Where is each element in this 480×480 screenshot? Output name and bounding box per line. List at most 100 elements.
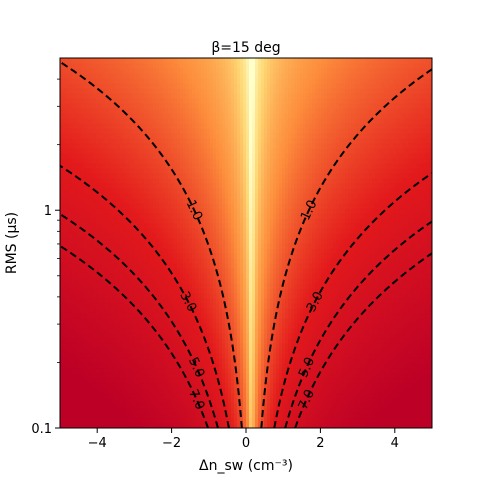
heatmap-cell <box>102 308 106 314</box>
heatmap-cell <box>315 288 319 294</box>
heatmap-cell <box>159 238 163 244</box>
heatmap-cell <box>285 273 289 279</box>
heatmap-cell <box>120 253 124 259</box>
heatmap-cell <box>171 363 175 369</box>
heatmap-cell <box>138 283 142 289</box>
heatmap-cell <box>291 293 295 299</box>
heatmap-cell <box>123 423 127 428</box>
heatmap-cell <box>117 413 121 419</box>
heatmap-cell <box>372 423 376 428</box>
heatmap-cell <box>336 378 340 384</box>
heatmap-cell <box>276 263 280 269</box>
heatmap-cell <box>390 398 394 404</box>
heatmap-cell <box>399 323 403 329</box>
heatmap-cell <box>219 348 223 354</box>
heatmap-cell <box>63 303 67 309</box>
heatmap-cell <box>357 288 361 294</box>
heatmap-cell <box>291 278 295 284</box>
heatmap-cell <box>294 313 298 319</box>
heatmap-cell <box>342 418 346 424</box>
heatmap-cell <box>363 298 367 304</box>
heatmap-cell <box>408 373 412 379</box>
heatmap-cell <box>231 393 235 399</box>
heatmap-cell <box>183 418 187 424</box>
heatmap-cell <box>321 308 325 314</box>
heatmap-cell <box>261 308 265 314</box>
heatmap-cell <box>321 268 325 274</box>
heatmap-cell <box>141 398 145 404</box>
heatmap-cell <box>183 358 187 364</box>
heatmap-cell <box>360 238 364 244</box>
heatmap-cell <box>279 333 283 339</box>
heatmap-cell <box>105 393 109 399</box>
heatmap-cell <box>186 253 190 259</box>
heatmap-cell <box>78 398 82 404</box>
heatmap-cell <box>192 308 196 314</box>
heatmap-cell <box>342 228 346 234</box>
heatmap-cell <box>171 378 175 384</box>
heatmap-cell <box>117 358 121 364</box>
heatmap-cell <box>378 333 382 339</box>
heatmap-cell <box>420 323 424 329</box>
heatmap-cell <box>363 358 367 364</box>
heatmap-cell <box>333 248 337 254</box>
heatmap-cell <box>63 223 67 229</box>
heatmap-cell <box>132 363 136 369</box>
heatmap-cell <box>114 423 118 428</box>
heatmap-cell <box>345 348 349 354</box>
heatmap-cell <box>315 413 319 419</box>
heatmap-cell <box>216 418 220 424</box>
heatmap-cell <box>183 278 187 284</box>
heatmap-cell <box>312 368 316 374</box>
heatmap-cell <box>186 338 190 344</box>
heatmap-cell <box>237 423 241 428</box>
heatmap-cell <box>240 363 244 369</box>
heatmap-cell <box>420 398 424 404</box>
heatmap-cell <box>249 268 253 274</box>
heatmap-cell <box>372 298 376 304</box>
heatmap-cell <box>351 358 355 364</box>
heatmap-cell <box>321 233 325 239</box>
heatmap-cell <box>402 303 406 309</box>
heatmap-cell <box>369 288 373 294</box>
heatmap-cell <box>312 333 316 339</box>
heatmap-cell <box>213 403 217 409</box>
heatmap-cell <box>360 333 364 339</box>
heatmap-cell <box>78 283 82 289</box>
heatmap-cell <box>204 418 208 424</box>
heatmap-cell <box>102 258 106 264</box>
heatmap-cell <box>258 383 262 389</box>
heatmap-cell <box>183 228 187 234</box>
heatmap-cell <box>249 363 253 369</box>
heatmap-cell <box>60 323 64 329</box>
heatmap-cell <box>258 278 262 284</box>
heatmap-cell <box>420 233 424 239</box>
heatmap-cell <box>264 318 268 324</box>
heatmap-cell <box>237 378 241 384</box>
heatmap-cell <box>381 253 385 259</box>
heatmap-cell <box>168 333 172 339</box>
heatmap-cell <box>363 273 367 279</box>
heatmap-cell <box>78 258 82 264</box>
heatmap-cell <box>132 253 136 259</box>
heatmap-cell <box>177 293 181 299</box>
heatmap-cell <box>210 363 214 369</box>
heatmap-cell <box>138 378 142 384</box>
heatmap-cell <box>117 408 121 414</box>
heatmap-cell <box>285 338 289 344</box>
heatmap-cell <box>120 263 124 269</box>
heatmap-cell <box>336 318 340 324</box>
heatmap-cell <box>306 288 310 294</box>
heatmap-cell <box>231 368 235 374</box>
heatmap-cell <box>339 278 343 284</box>
heatmap-cell <box>138 258 142 264</box>
heatmap-cell <box>381 308 385 314</box>
heatmap-cell <box>222 228 226 234</box>
heatmap-cell <box>414 303 418 309</box>
heatmap-cell <box>288 403 292 409</box>
heatmap-cell <box>318 303 322 309</box>
heatmap-cell <box>201 298 205 304</box>
heatmap-cell <box>126 283 130 289</box>
heatmap-cell <box>369 368 373 374</box>
heatmap-cell <box>171 278 175 284</box>
